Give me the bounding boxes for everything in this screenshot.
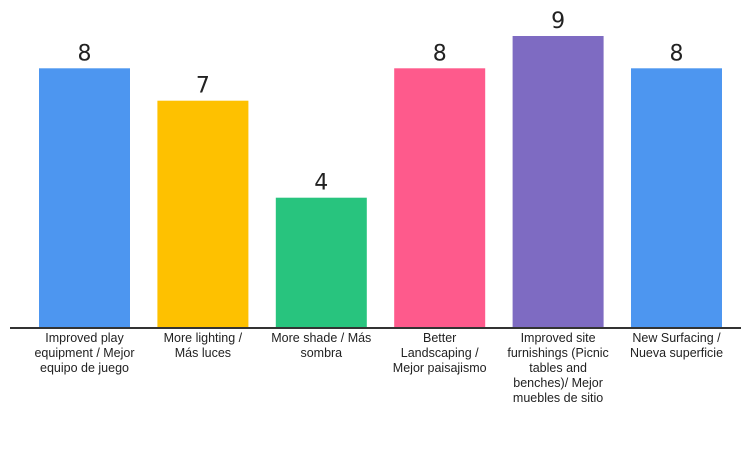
category-label-3: More shade / Más sombra bbox=[269, 331, 373, 361]
category-label-5: Improved site furnishings (Picnic tables… bbox=[506, 331, 610, 406]
bar-5 bbox=[513, 36, 604, 327]
bar-4 bbox=[394, 68, 485, 327]
bar-6 bbox=[631, 68, 722, 327]
bar-1 bbox=[39, 68, 130, 327]
category-label-4: Better Landscaping / Mejor paisajismo bbox=[388, 331, 492, 376]
value-label-6: 8 bbox=[670, 41, 684, 66]
bar-3 bbox=[276, 198, 367, 327]
bars-group bbox=[39, 36, 722, 327]
bar-2 bbox=[157, 101, 248, 327]
category-label-2: More lighting / Más luces bbox=[151, 331, 255, 361]
value-label-5: 9 bbox=[551, 9, 565, 34]
category-label-6: New Surfacing / Nueva superficie bbox=[625, 331, 729, 361]
category-label-1: Improved play equipment / Mejor equipo d… bbox=[33, 331, 137, 376]
value-label-3: 4 bbox=[314, 171, 328, 196]
value-label-1: 8 bbox=[78, 41, 92, 66]
value-label-2: 7 bbox=[196, 74, 210, 99]
value-label-4: 8 bbox=[433, 41, 447, 66]
